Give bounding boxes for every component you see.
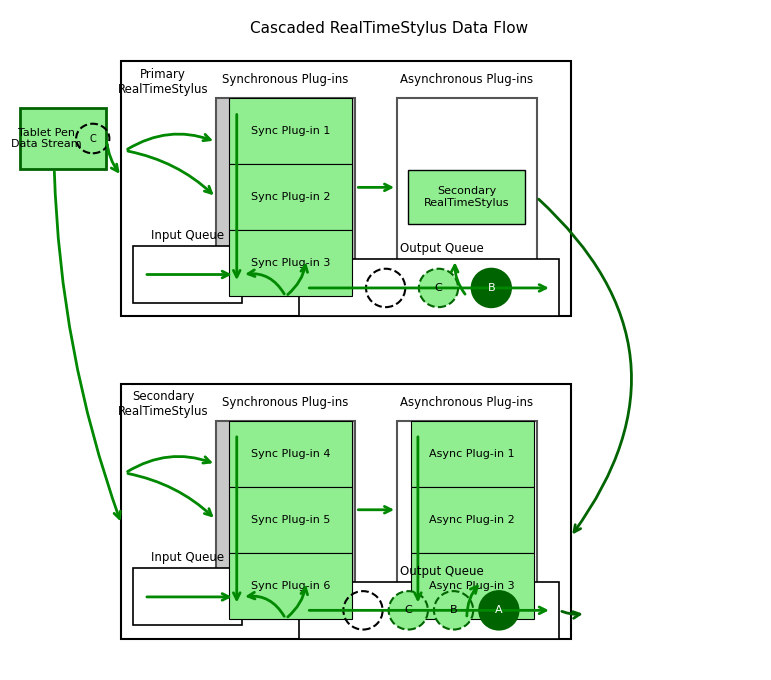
Bar	[19, 108, 106, 169]
Text: Async Plug-in 2: Async Plug-in 2	[429, 515, 515, 525]
Text: Sync Plug-in 5: Sync Plug-in 5	[251, 515, 331, 525]
Bar	[133, 568, 242, 626]
Bar	[410, 421, 534, 487]
Ellipse shape	[434, 591, 473, 630]
Text: Async Plug-in 3: Async Plug-in 3	[429, 581, 515, 591]
Bar	[299, 582, 559, 639]
Bar	[230, 165, 352, 231]
Text: Sync Plug-in 4: Sync Plug-in 4	[251, 449, 331, 458]
Text: Async Plug-in 1: Async Plug-in 1	[429, 449, 515, 458]
Text: A: A	[495, 605, 503, 615]
Text: Secondary
RealTimeStylus: Secondary RealTimeStylus	[424, 186, 510, 208]
Bar	[230, 487, 352, 553]
Ellipse shape	[419, 269, 458, 307]
Bar	[409, 171, 525, 224]
Text: Primary
RealTimeStylus: Primary RealTimeStylus	[118, 68, 208, 96]
Ellipse shape	[480, 591, 518, 630]
Bar	[216, 98, 355, 296]
Text: Sync Plug-in 2: Sync Plug-in 2	[251, 192, 331, 202]
Bar	[410, 553, 534, 619]
Bar	[122, 384, 571, 639]
Text: Input Queue: Input Queue	[151, 229, 224, 242]
Text: C: C	[89, 133, 96, 143]
Bar	[230, 553, 352, 619]
Text: Asynchronous Plug-ins: Asynchronous Plug-ins	[400, 73, 534, 86]
Bar	[216, 421, 355, 619]
Text: Tablet Pen
Data Stream: Tablet Pen Data Stream	[12, 128, 82, 150]
Text: Secondary
RealTimeStylus: Secondary RealTimeStylus	[118, 390, 208, 418]
Bar	[410, 487, 534, 553]
Text: Output Queue: Output Queue	[400, 242, 484, 256]
Text: Asynchronous Plug-ins: Asynchronous Plug-ins	[400, 396, 534, 409]
Text: Synchronous Plug-ins: Synchronous Plug-ins	[223, 396, 348, 409]
Text: B: B	[449, 605, 457, 615]
Text: Synchronous Plug-ins: Synchronous Plug-ins	[223, 73, 348, 86]
Text: Output Queue: Output Queue	[400, 565, 484, 578]
Text: Sync Plug-in 1: Sync Plug-in 1	[251, 126, 331, 136]
Bar	[133, 246, 242, 303]
Text: B: B	[487, 283, 495, 293]
Text: Cascaded RealTimeStylus Data Flow: Cascaded RealTimeStylus Data Flow	[251, 21, 528, 36]
Bar	[230, 98, 352, 165]
Bar	[397, 421, 537, 619]
Bar	[299, 259, 559, 316]
Text: C: C	[435, 283, 443, 293]
Bar	[122, 61, 571, 316]
Text: C: C	[405, 605, 412, 615]
Text: Sync Plug-in 6: Sync Plug-in 6	[251, 581, 331, 591]
Bar	[397, 98, 537, 296]
Ellipse shape	[389, 591, 428, 630]
Text: Input Queue: Input Queue	[151, 551, 224, 564]
Bar	[230, 421, 352, 487]
Text: Sync Plug-in 3: Sync Plug-in 3	[251, 258, 331, 269]
Bar	[230, 231, 352, 296]
Ellipse shape	[472, 269, 511, 307]
